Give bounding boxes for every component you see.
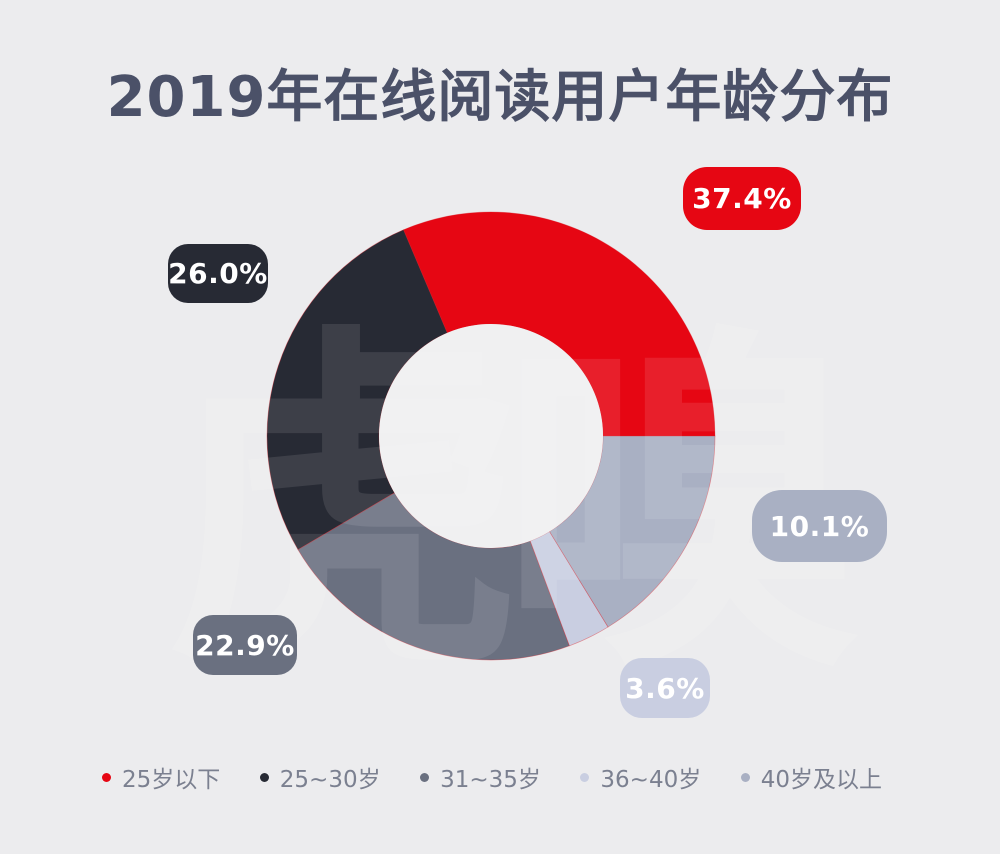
- legend-item-4: 40岁及以上: [740, 760, 882, 794]
- legend-dot-icon: [740, 772, 750, 782]
- legend-dot-icon: [580, 772, 590, 782]
- legend-label: 36~40岁: [600, 767, 702, 793]
- legend-dot-icon: [420, 772, 430, 782]
- value-badge-31-35: 22.9%: [193, 615, 297, 675]
- legend-label: 25岁以下: [122, 767, 221, 793]
- legend-dot-icon: [102, 772, 111, 782]
- chart-legend: 25岁以下 25~30岁 31~35岁 36~40岁 40岁及以上: [102, 760, 882, 794]
- legend-label: 40岁及以上: [760, 767, 882, 793]
- chart-title: 2019年在线阅读用户年龄分布: [106, 65, 894, 130]
- donut-hole: [379, 324, 603, 548]
- legend-item-1: 25~30岁: [259, 760, 381, 794]
- value-badge-under-25: 37.4%: [683, 167, 801, 230]
- value-badge-36-40: 3.6%: [620, 658, 710, 718]
- legend-label: 31~35岁: [440, 767, 541, 793]
- legend-item-0: 25岁以下: [102, 760, 220, 794]
- legend-label: 25~30岁: [279, 767, 381, 793]
- legend-item-2: 31~35岁: [420, 760, 541, 794]
- value-badge-over-40: 10.1%: [752, 490, 887, 562]
- legend-item-3: 36~40岁: [580, 760, 701, 794]
- value-badge-25-30: 26.0%: [168, 244, 268, 303]
- legend-dot-icon: [259, 772, 269, 782]
